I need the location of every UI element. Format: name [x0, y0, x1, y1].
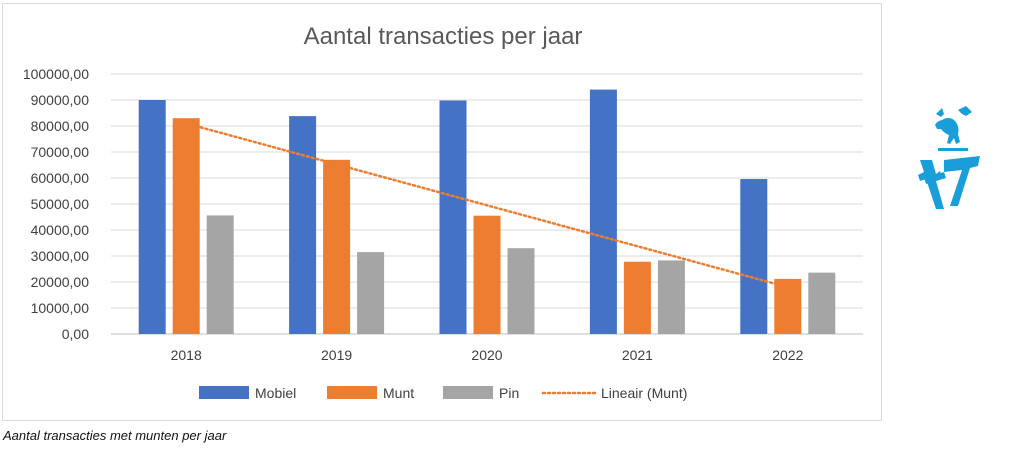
legend-swatch-pin: [443, 386, 493, 399]
y-tick-label: 50000,00: [31, 196, 90, 212]
bar-pin-2022: [808, 272, 836, 334]
bar-munt-2021: [623, 261, 651, 334]
bar-mobiel-2022: [740, 179, 768, 334]
y-tick-label: 40000,00: [31, 222, 90, 238]
chart-title: Aantal transacties per jaar: [304, 23, 583, 50]
y-tick-label: 20000,00: [31, 274, 90, 290]
x-tick-label: 2020: [471, 347, 502, 363]
bar-pin-2020: [507, 248, 535, 334]
legend[interactable]: Mobiel Munt Pin Lineair (Munt): [199, 385, 687, 401]
x-tick-label: 2018: [171, 347, 202, 363]
x-axis-ticks: 2018 2019 2020 2021 2022: [171, 347, 804, 363]
y-tick-label: 60000,00: [31, 170, 90, 186]
bar-munt-2019: [323, 159, 351, 334]
bar-munt-2020: [473, 215, 501, 334]
x-tick-label: 2022: [772, 347, 803, 363]
legend-swatch-mobiel: [199, 386, 249, 399]
y-tick-label: 30000,00: [31, 248, 90, 264]
y-tick-label: 80000,00: [31, 118, 90, 134]
legend-label: Pin: [499, 385, 519, 401]
bar-pin-2021: [657, 260, 685, 334]
bar-pin-2019: [357, 252, 385, 334]
legend-label: Munt: [383, 385, 414, 401]
y-tick-label: 10000,00: [31, 300, 90, 316]
bar-mobiel-2021: [589, 89, 617, 334]
legend-swatch-munt: [327, 386, 377, 399]
chart-frame: Aantal transacties per jaar 0,00 10000,00…: [2, 3, 882, 421]
bar-munt-2018: [172, 118, 200, 334]
bar-chart: Aantal transacties per jaar 0,00 10000,00…: [23, 23, 863, 401]
legend-label: Mobiel: [255, 385, 296, 401]
bar-munt-2022: [774, 278, 802, 334]
bar-pin-2018: [206, 215, 234, 334]
trendline-munt: [184, 122, 790, 289]
figure-caption: Aantal transacties met munten per jaar: [3, 428, 227, 443]
bar-mobiel-2018: [138, 100, 166, 334]
y-tick-label: 70000,00: [31, 144, 90, 160]
y-tick-label: 100000,00: [23, 66, 89, 82]
y-axis-ticks: 0,00 10000,00 20000,00 30000,00 40000,00 5000…: [23, 66, 89, 342]
y-tick-label: 0,00: [62, 326, 89, 342]
trendline: [184, 122, 790, 289]
legend-label: Lineair (Munt): [601, 385, 687, 401]
bar-mobiel-2020: [439, 100, 467, 335]
y-tick-label: 90000,00: [31, 92, 90, 108]
x-tick-label: 2019: [321, 347, 352, 363]
x-tick-label: 2021: [622, 347, 653, 363]
bars: [138, 89, 836, 335]
bar-mobiel-2019: [289, 116, 317, 335]
municipality-logo-icon: [918, 106, 980, 209]
